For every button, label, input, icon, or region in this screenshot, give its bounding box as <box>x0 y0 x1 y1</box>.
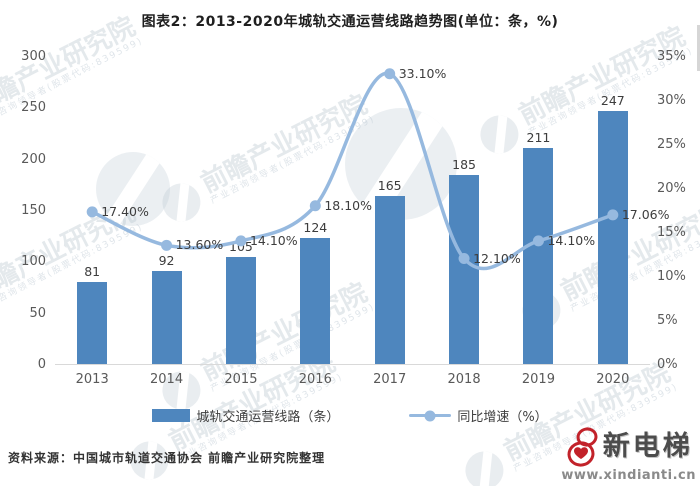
y-axis-tick-right: 30% <box>657 93 686 108</box>
legend-label-line: 同比增速（%） <box>457 410 548 425</box>
line-swatch-icon <box>409 410 452 421</box>
x-axis-label: 2019 <box>521 372 555 387</box>
line-swatch-dot-icon <box>424 410 436 421</box>
plot-area: 81 92 105 124 165 185 211 247 17.40% 13.60% 14.10%… <box>55 57 669 365</box>
line-point-label: 17.40% <box>101 203 149 219</box>
chart-title: 图表2：2013-2020年城轨交通运营线路趋势图(单位：条，%) <box>141 14 559 30</box>
bar-value-label: 92 <box>158 252 175 268</box>
y-axis-tick-left: 250 <box>21 100 46 116</box>
x-axis-label: 2016 <box>298 372 332 387</box>
y-axis-tick-right: 5% <box>657 313 678 328</box>
bar-value-label: 247 <box>600 93 625 109</box>
legend: 城轨交通运营线路（条） 同比增速（%） <box>0 406 700 425</box>
watermark-logo-icon <box>458 444 510 486</box>
bar <box>151 270 182 364</box>
bar <box>597 111 628 364</box>
line-point-label: 18.10% <box>324 197 372 213</box>
bar <box>300 237 331 364</box>
bar-value-label: 211 <box>526 130 551 146</box>
line-point-label: 14.10% <box>547 232 596 248</box>
y-axis-tick-left: 0 <box>37 357 46 372</box>
x-axis-label: 2013 <box>75 372 109 387</box>
line-point-label: 33.10% <box>398 65 447 81</box>
brand-name: 新电梯 <box>602 431 693 463</box>
brand-url: www.xindianti.cn <box>561 467 696 483</box>
legend-item-line: 同比增速（%） <box>409 406 548 425</box>
page-edge-strip <box>697 25 700 71</box>
bar-value-label: 165 <box>377 177 402 193</box>
bar <box>225 257 256 364</box>
bar <box>374 195 405 364</box>
x-axis-label: 2020 <box>596 372 630 387</box>
line-point-marker <box>384 68 396 80</box>
line-point-label: 13.60% <box>175 237 224 253</box>
y-axis-tick-left: 50 <box>29 305 46 321</box>
line-point-marker <box>309 200 321 212</box>
x-axis-label: 2017 <box>373 372 407 387</box>
growth-line-path <box>91 71 614 271</box>
line-point-marker <box>532 235 544 247</box>
line-point-marker <box>235 235 247 247</box>
y-axis-tick-left: 100 <box>21 254 46 270</box>
bar-value-label: 124 <box>303 219 328 235</box>
line-point-marker <box>86 206 98 218</box>
legend-label-bars: 城轨交通运营线路（条） <box>196 410 340 425</box>
line-point-label: 14.10% <box>249 232 298 248</box>
y-axis-tick-right: 0% <box>657 357 678 372</box>
y-axis-tick-left: 300 <box>21 49 46 64</box>
bar <box>523 148 554 364</box>
brand-logo: 新电梯 www.xindianti.cn <box>561 425 696 483</box>
line-point-marker <box>161 239 173 251</box>
line-point-marker <box>458 253 470 265</box>
bar <box>449 175 480 364</box>
bar-value-label: 185 <box>452 157 476 173</box>
y-axis-tick-right: 25% <box>657 137 686 152</box>
red-eight-heart-icon <box>567 427 598 467</box>
growth-line <box>86 68 619 271</box>
x-axis-label: 2015 <box>224 372 258 387</box>
brand-logo-row: 新电梯 <box>565 425 693 469</box>
line-point-label: 12.10% <box>473 250 521 266</box>
y-axis-tick-right: 35% <box>657 49 686 64</box>
bar <box>77 281 108 364</box>
line-point-marker <box>607 209 619 221</box>
y-axis-tick-right: 10% <box>657 269 686 284</box>
line-point-label: 17.06% <box>621 206 670 222</box>
bar-value-label: 81 <box>84 263 101 279</box>
watermark-logo-slash <box>478 444 494 486</box>
x-axis-line <box>55 364 650 365</box>
bar-swatch-icon <box>152 409 191 422</box>
x-axis-label: 2014 <box>150 372 184 387</box>
y-axis-tick-left: 150 <box>21 203 46 218</box>
x-axis-label: 2018 <box>447 372 481 387</box>
source-note: 资料来源：中国城市轨道交通协会 前瞻产业研究院整理 <box>8 451 326 465</box>
y-axis-tick-right: 15% <box>657 225 686 240</box>
y-axis-tick-left: 200 <box>21 151 46 167</box>
legend-item-bars: 城轨交通运营线路（条） <box>152 406 339 425</box>
y-axis-tick-right: 20% <box>657 181 686 196</box>
